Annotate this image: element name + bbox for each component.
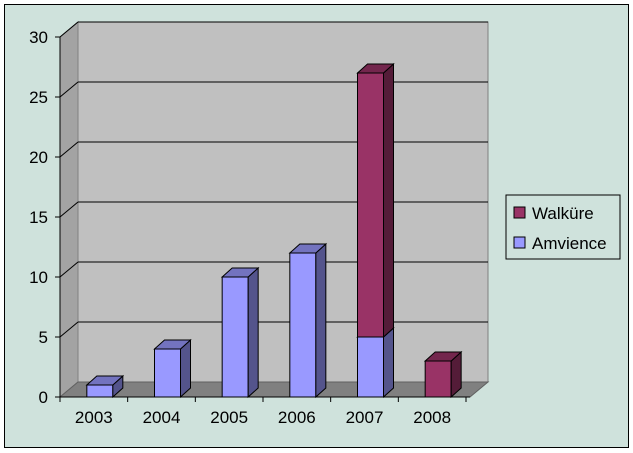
bar-front-face [357,72,384,338]
bar-amvience-2007 [356,326,395,399]
bar-walküre-2007 [356,62,395,339]
bar-walküre-2008 [423,350,463,399]
bar-amvience-2006 [288,242,328,399]
bar-top-face [153,339,192,350]
y-tick-label: 10 [29,268,48,287]
bar-front-face [289,252,317,398]
bar-front-face [221,276,249,398]
x-tick-label: 2004 [143,408,181,427]
bar-top-face [423,351,463,362]
x-tick-label: 2008 [413,408,451,427]
x-tick-label: 2003 [75,408,113,427]
y-tick-label: 0 [39,388,48,407]
bar-front-face [357,336,384,398]
bar-amvience-2005 [220,266,260,399]
x-tick-label: 2006 [278,408,316,427]
y-tick-label: 25 [29,88,48,107]
bar-side-face [180,338,191,399]
bar-top-face [356,63,395,74]
x-tick-label: 2007 [346,408,384,427]
y-tick-label: 20 [29,148,48,167]
gridline-side-25 [59,81,79,98]
bar-side-face [315,242,327,399]
gridline-side-30 [59,21,79,38]
y-tick-label: 30 [29,28,48,47]
legend-label-walküre: Walküre [532,204,594,223]
bar-top-face [85,375,125,386]
gridline-side-15 [59,201,79,218]
bars-group [85,62,463,399]
gridline-side-10 [59,261,79,278]
bar-front-face [86,384,114,398]
bar-side-face [383,326,394,399]
gridline-side-20 [59,141,79,158]
gridline-side-5 [59,321,79,338]
legend: Walküre Amvience [505,194,621,260]
bar-side-face [247,266,259,399]
bar-front-face [424,360,452,398]
y-tick-label: 5 [39,328,48,347]
y-tick-label: 15 [29,208,48,227]
bar-top-face [288,243,328,254]
legend-label-amvience: Amvience [532,234,607,253]
bar-front-face [154,348,181,398]
bar-amvience-2003 [85,374,125,399]
legend-swatch-amvience [513,236,526,249]
bar-amvience-2004 [153,338,192,399]
legend-swatch-walküre [513,206,526,219]
bar-side-face [383,62,394,339]
plot-floor [58,381,490,398]
x-tick-label: 2005 [210,408,248,427]
bar-top-face [220,267,260,278]
